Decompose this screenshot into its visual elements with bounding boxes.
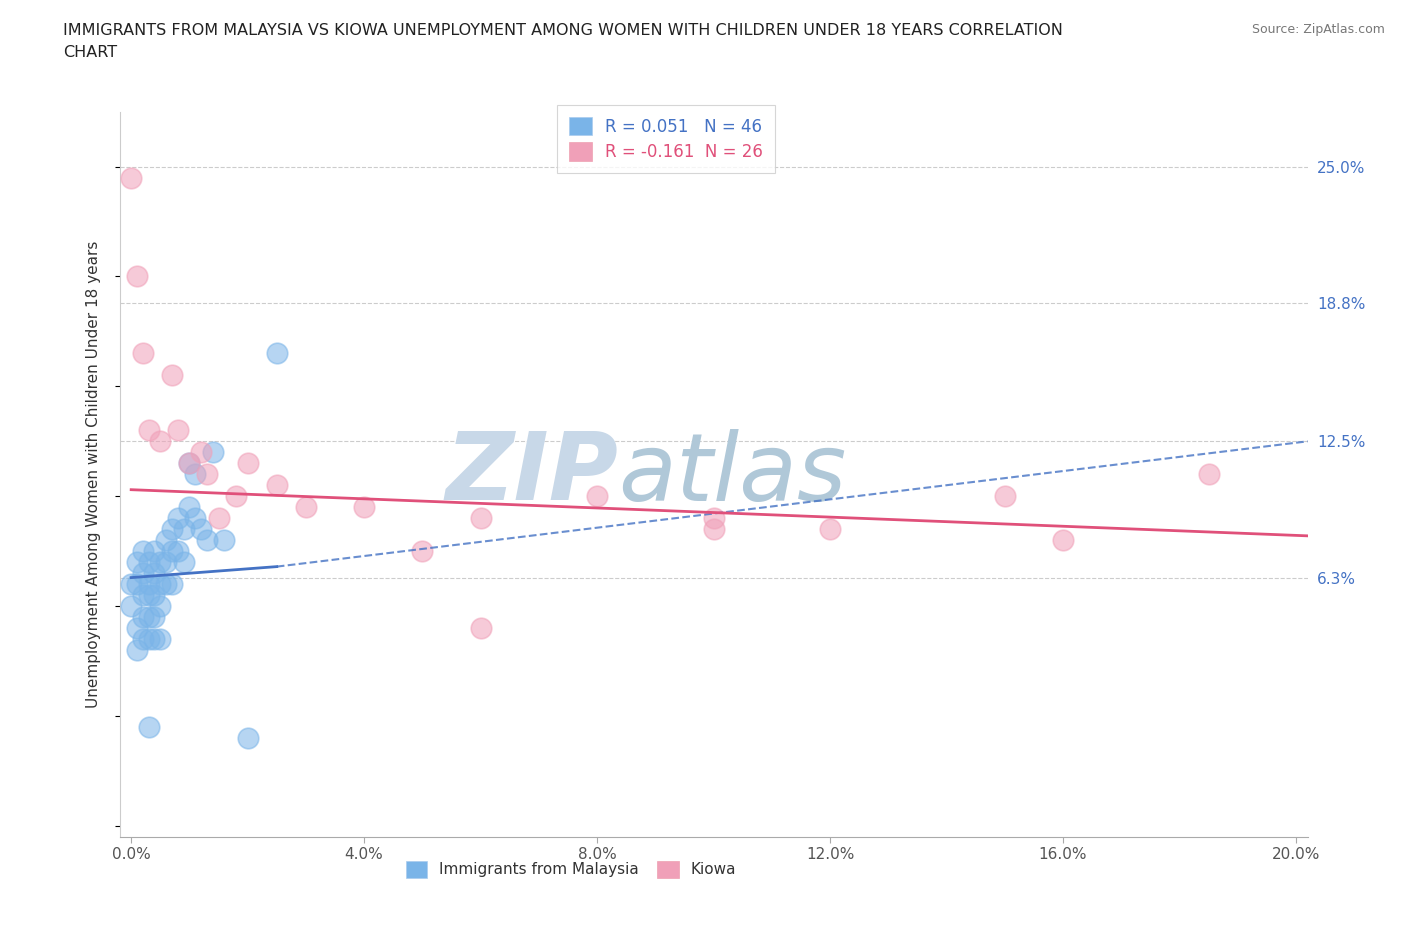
Text: atlas: atlas: [619, 429, 846, 520]
Point: [236, 456, 259, 471]
Point: [1198, 467, 1220, 482]
Point: [703, 511, 725, 525]
Point: [125, 577, 148, 591]
Point: [1052, 533, 1074, 548]
Point: [411, 544, 433, 559]
Point: [179, 456, 201, 471]
Point: [149, 577, 172, 591]
Point: [143, 610, 166, 625]
Point: [132, 610, 155, 625]
Point: [166, 511, 188, 525]
Point: [138, 631, 160, 646]
Point: [173, 555, 195, 570]
Point: [184, 467, 207, 482]
Point: [138, 577, 160, 591]
Point: [125, 555, 148, 570]
Y-axis label: Unemployment Among Women with Children Under 18 years: Unemployment Among Women with Children U…: [86, 241, 101, 708]
Legend: Immigrants from Malaysia, Kiowa: Immigrants from Malaysia, Kiowa: [399, 855, 742, 884]
Point: [266, 478, 288, 493]
Point: [236, 731, 259, 746]
Point: [295, 499, 318, 514]
Point: [179, 499, 201, 514]
Point: [120, 170, 142, 185]
Point: [149, 599, 172, 614]
Point: [470, 511, 492, 525]
Point: [207, 511, 229, 525]
Point: [143, 588, 166, 603]
Point: [155, 533, 177, 548]
Point: [195, 467, 218, 482]
Point: [166, 544, 188, 559]
Point: [132, 588, 155, 603]
Point: [143, 631, 166, 646]
Point: [195, 533, 218, 548]
Point: [132, 565, 155, 580]
Point: [994, 489, 1017, 504]
Point: [149, 631, 172, 646]
Point: [143, 565, 166, 580]
Point: [266, 346, 288, 361]
Point: [125, 269, 148, 284]
Point: [143, 544, 166, 559]
Point: [155, 555, 177, 570]
Point: [201, 445, 224, 459]
Point: [149, 434, 172, 449]
Point: [586, 489, 609, 504]
Point: [138, 720, 160, 735]
Point: [132, 631, 155, 646]
Point: [353, 499, 375, 514]
Point: [125, 643, 148, 658]
Point: [160, 544, 183, 559]
Point: [138, 588, 160, 603]
Point: [173, 522, 195, 537]
Text: IMMIGRANTS FROM MALAYSIA VS KIOWA UNEMPLOYMENT AMONG WOMEN WITH CHILDREN UNDER 1: IMMIGRANTS FROM MALAYSIA VS KIOWA UNEMPL…: [63, 23, 1063, 60]
Point: [160, 368, 183, 383]
Point: [132, 346, 155, 361]
Text: Source: ZipAtlas.com: Source: ZipAtlas.com: [1251, 23, 1385, 36]
Point: [149, 555, 172, 570]
Point: [818, 522, 841, 537]
Text: ZIP: ZIP: [446, 429, 619, 520]
Point: [138, 555, 160, 570]
Point: [184, 511, 207, 525]
Point: [225, 489, 247, 504]
Point: [470, 620, 492, 635]
Point: [125, 620, 148, 635]
Point: [190, 445, 212, 459]
Point: [703, 522, 725, 537]
Point: [160, 522, 183, 537]
Point: [138, 423, 160, 438]
Point: [190, 522, 212, 537]
Point: [132, 544, 155, 559]
Point: [160, 577, 183, 591]
Point: [120, 599, 142, 614]
Point: [214, 533, 236, 548]
Point: [179, 456, 201, 471]
Point: [120, 577, 142, 591]
Point: [138, 610, 160, 625]
Point: [166, 423, 188, 438]
Point: [155, 577, 177, 591]
